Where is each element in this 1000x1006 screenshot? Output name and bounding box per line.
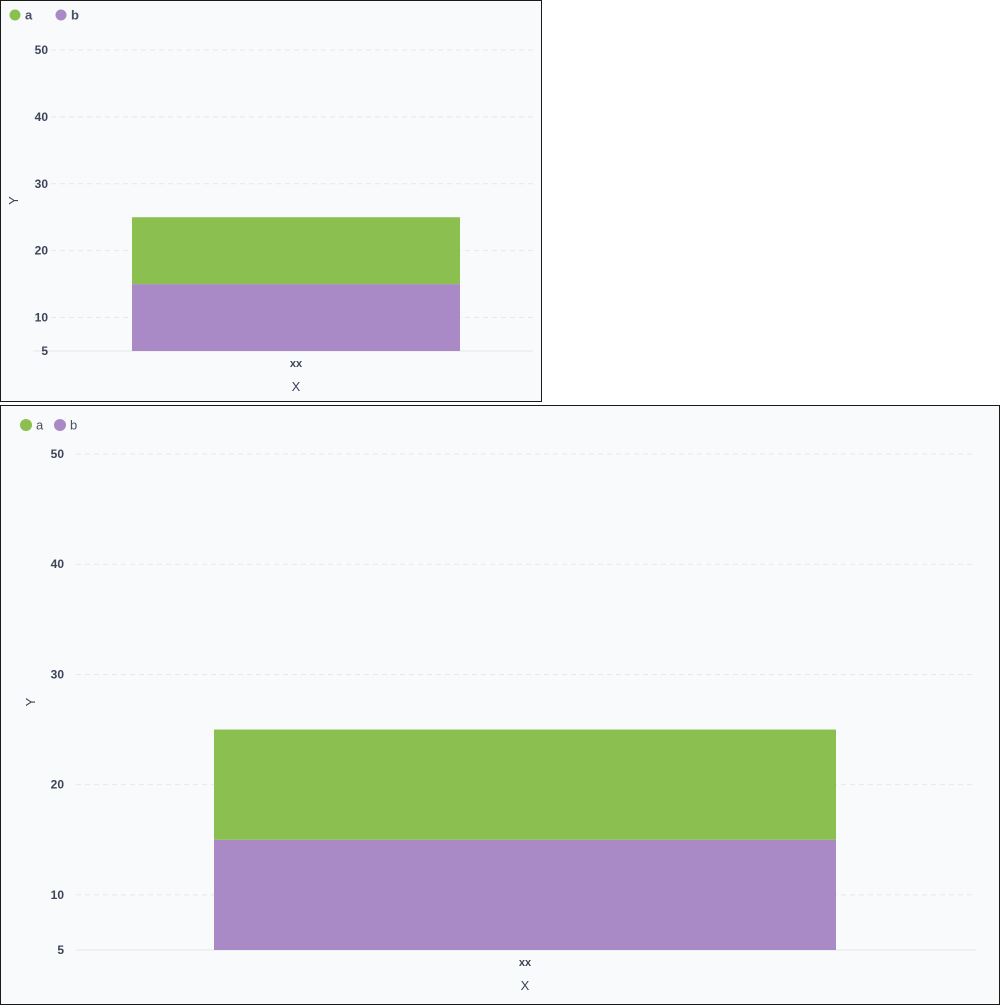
bar-segment-a: [214, 729, 836, 840]
x-axis-title: X: [521, 978, 530, 993]
legend-item-a[interactable]: a: [20, 418, 44, 433]
x-axis-title: X: [292, 379, 301, 394]
legend-item-b[interactable]: b: [54, 418, 77, 433]
legend-item-b[interactable]: b: [55, 8, 80, 23]
legend-swatch-b: [55, 9, 67, 21]
x-tick-label: xx: [519, 957, 532, 969]
legend-swatch-a: [9, 9, 21, 21]
chart-small: 5 10 20 30 40 50 xx X Ya b: [6, 8, 533, 394]
legend-item-a[interactable]: a: [9, 8, 34, 23]
bar-segment-b: [214, 839, 836, 950]
legend-label-a: a: [36, 418, 44, 433]
y-tick-label: 40: [51, 557, 65, 571]
y-tick-label: 30: [51, 667, 65, 681]
y-tick-label: 10: [51, 888, 65, 902]
y-tick-label: 50: [35, 43, 49, 57]
y-axis-title: Y: [23, 697, 38, 706]
y-tick-label: 10: [35, 311, 49, 325]
legend-swatch-b: [54, 419, 66, 431]
y-axis-title: Y: [6, 196, 21, 205]
bar-segment-a: [132, 217, 460, 285]
bar-segment-b: [132, 284, 460, 351]
legend-swatch-a: [20, 419, 32, 431]
y-tick-label: 20: [51, 778, 65, 792]
legend-label-b: b: [71, 8, 79, 23]
chart-large: 5 10 20 30 40 50 xx X Ya b: [20, 418, 976, 993]
y-tick-label: 5: [41, 344, 48, 358]
y-tick-label: 30: [35, 177, 49, 191]
y-tick-label: 50: [51, 447, 65, 461]
legend-label-a: a: [25, 8, 33, 23]
legend-label-b: b: [70, 418, 77, 433]
x-tick-label: xx: [290, 358, 303, 370]
y-tick-label: 40: [35, 110, 49, 124]
y-tick-label: 5: [57, 943, 64, 957]
y-tick-label: 20: [35, 244, 49, 258]
